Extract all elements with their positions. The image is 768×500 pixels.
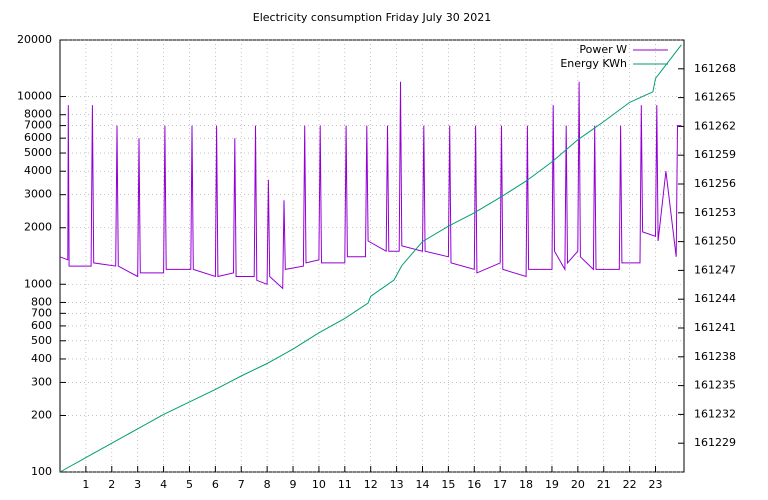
y-tick-label: 2000 — [24, 221, 52, 234]
x-tick-label: 15 — [441, 478, 455, 491]
y2-tick-label: 161229 — [694, 436, 736, 449]
x-tick-label: 19 — [545, 478, 559, 491]
y2-tick-label: 161247 — [694, 263, 736, 276]
y-tick-label: 10000 — [17, 90, 52, 103]
y-tick-label: 8000 — [24, 108, 52, 121]
x-tick-label: 3 — [134, 478, 141, 491]
x-tick-label: 17 — [493, 478, 507, 491]
x-tick-label: 2 — [108, 478, 115, 491]
x-tick-label: 20 — [571, 478, 585, 491]
y-tick-label: 5000 — [24, 146, 52, 159]
y-tick-label: 1000 — [24, 277, 52, 290]
y-tick-label: 3000 — [24, 188, 52, 201]
y2-tick-label: 161265 — [694, 91, 736, 104]
x-tick-label: 10 — [312, 478, 326, 491]
legend-label: Power W — [579, 43, 627, 56]
y-tick-label: 20000 — [17, 33, 52, 46]
x-tick-label: 21 — [597, 478, 611, 491]
y-tick-label: 800 — [31, 295, 52, 308]
series-line — [59, 81, 682, 290]
y2-tick-label: 161253 — [694, 206, 736, 219]
legend-label: Energy KWh — [560, 57, 627, 70]
x-tick-label: 6 — [212, 478, 219, 491]
x-tick-label: 22 — [623, 478, 637, 491]
x-tick-label: 18 — [519, 478, 533, 491]
y2-tick-label: 161256 — [694, 177, 736, 190]
y-tick-label: 7000 — [24, 119, 52, 132]
y-tick-label: 4000 — [24, 164, 52, 177]
y2-tick-label: 161244 — [694, 292, 736, 305]
chart-title: Electricity consumption Friday July 30 2… — [253, 11, 491, 24]
y2-tick-label: 161241 — [694, 321, 736, 334]
x-tick-label: 1 — [82, 478, 89, 491]
x-tick-label: 7 — [238, 478, 245, 491]
plot-frame — [59, 39, 685, 473]
y2-tick-label: 161238 — [694, 350, 736, 363]
y2-tick-label: 161232 — [694, 407, 736, 420]
x-tick-label: 12 — [364, 478, 378, 491]
y-tick-label: 700 — [31, 306, 52, 319]
y-tick-label: 100 — [31, 465, 52, 478]
y-tick-label: 400 — [31, 352, 52, 365]
y-tick-label: 200 — [31, 408, 52, 421]
x-tick-label: 8 — [264, 478, 271, 491]
y2-tick-label: 161259 — [694, 148, 736, 161]
x-tick-label: 13 — [390, 478, 404, 491]
y2-tick-label: 161262 — [694, 119, 736, 132]
series-line — [59, 44, 682, 473]
y2-tick-label: 161268 — [694, 62, 736, 75]
x-tick-label: 4 — [160, 478, 167, 491]
x-tick-label: 23 — [649, 478, 663, 491]
x-tick-label: 16 — [467, 478, 481, 491]
x-tick-label: 9 — [290, 478, 297, 491]
y-tick-label: 6000 — [24, 131, 52, 144]
y2-tick-label: 161235 — [694, 379, 736, 392]
y-tick-label: 300 — [31, 375, 52, 388]
y-tick-label: 500 — [31, 334, 52, 347]
y2-tick-label: 161250 — [694, 235, 736, 248]
x-tick-label: 5 — [186, 478, 193, 491]
y-tick-label: 600 — [31, 319, 52, 332]
x-tick-label: 11 — [338, 478, 352, 491]
x-tick-label: 14 — [415, 478, 429, 491]
